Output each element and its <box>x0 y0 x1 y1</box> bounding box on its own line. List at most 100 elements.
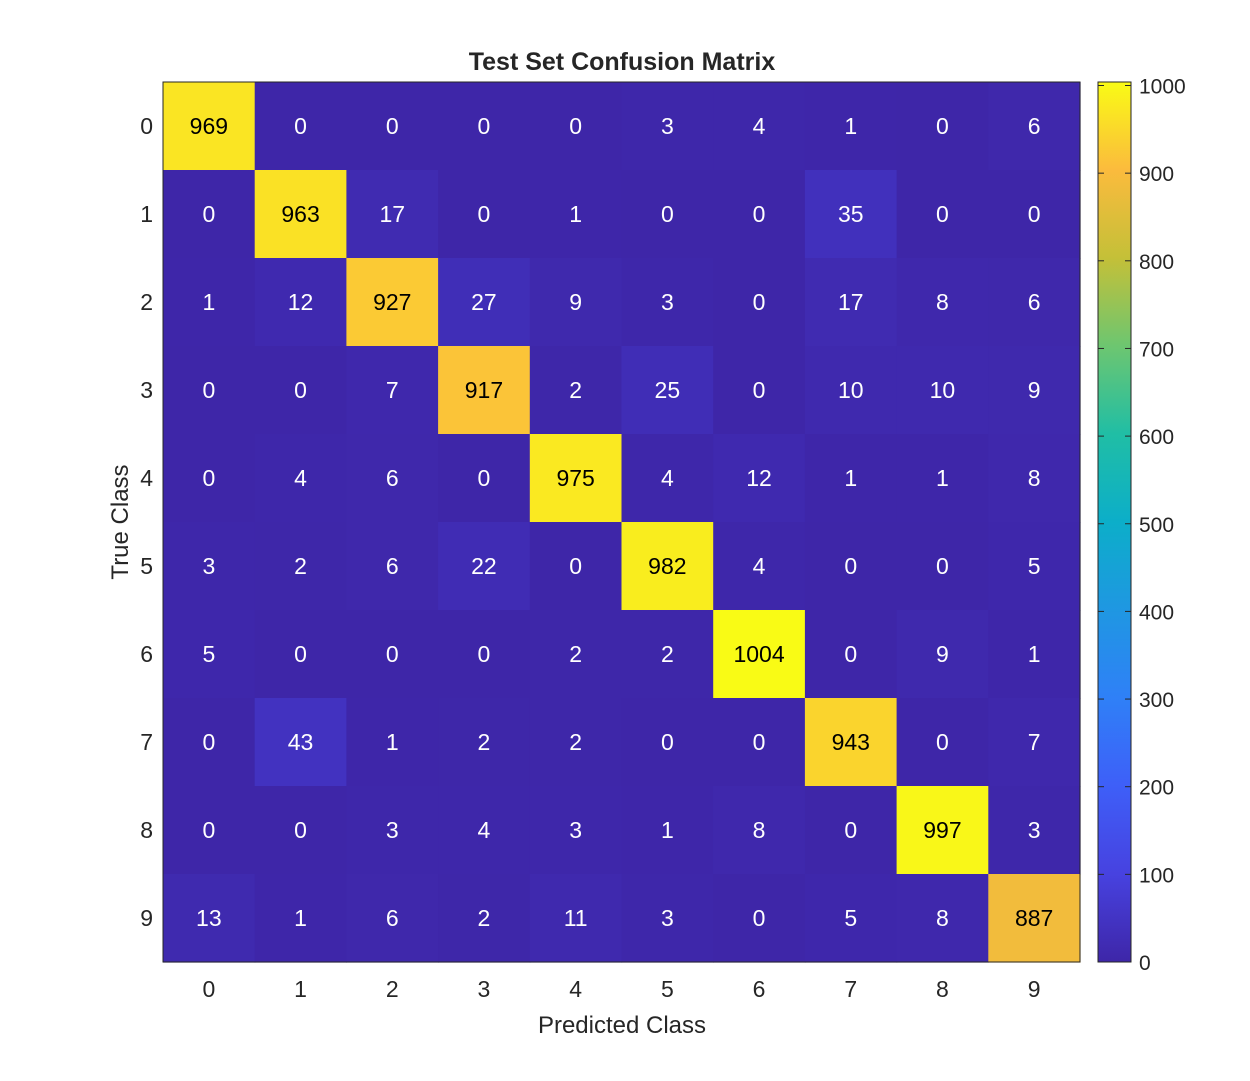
colorbar-tick-label: 300 <box>1139 689 1174 712</box>
y-tick-label: 6 <box>140 641 153 667</box>
heatmap-cell <box>804 82 898 171</box>
cell-value-label: 10 <box>930 377 956 403</box>
y-tick-label: 1 <box>140 201 153 227</box>
heatmap-cell <box>804 874 898 963</box>
cell-value-label: 9 <box>1028 377 1041 403</box>
cell-value-label: 0 <box>386 113 399 139</box>
heatmap-cell <box>438 610 531 699</box>
cell-value-label: 0 <box>753 729 766 755</box>
heatmap-cell <box>346 346 439 435</box>
heatmap-cell <box>804 258 898 347</box>
cell-value-label: 1 <box>844 465 857 491</box>
y-tick-label: 2 <box>140 289 153 315</box>
cell-value-label: 0 <box>569 113 582 139</box>
cell-value-label: 0 <box>478 465 491 491</box>
y-tick-label: 7 <box>140 729 153 755</box>
heatmap-cell <box>346 874 439 963</box>
heatmap-cell <box>163 522 256 611</box>
cell-value-label: 943 <box>832 729 870 755</box>
cell-value-label: 0 <box>202 817 215 843</box>
cell-value-label: 6 <box>1028 289 1041 315</box>
colorbar-tick-label: 700 <box>1139 338 1174 361</box>
cell-value-label: 997 <box>923 817 961 843</box>
cell-value-label: 0 <box>478 641 491 667</box>
cell-value-label: 3 <box>661 289 674 315</box>
colorbar-tick-label: 500 <box>1139 514 1174 537</box>
heatmap-cell <box>254 698 347 787</box>
heatmap-cell <box>163 434 256 523</box>
cell-value-label: 10 <box>838 377 864 403</box>
heatmap-cell <box>988 170 1081 259</box>
heatmap-cell <box>621 698 714 787</box>
heatmap-cell <box>988 522 1081 611</box>
cell-value-label: 8 <box>1028 465 1041 491</box>
heatmap-cell <box>438 874 531 963</box>
cell-value-label: 2 <box>569 377 582 403</box>
x-tick-label: 7 <box>844 976 857 1002</box>
x-tick-label: 5 <box>661 976 674 1002</box>
cell-value-label: 4 <box>294 465 307 491</box>
heatmap-cell <box>804 698 898 787</box>
heatmap-cell <box>346 522 439 611</box>
cell-value-label: 4 <box>478 817 491 843</box>
heatmap-cell-labels: 969 0 0 0 0 3 4 1 0 60 963 17 0 1 0 0 35 0 01 12 927 27 9 3 0 17 8… <box>190 113 1054 931</box>
cell-value-label: 8 <box>936 289 949 315</box>
heatmap-cell <box>438 786 531 875</box>
cell-value-label: 0 <box>569 553 582 579</box>
heatmap-cells <box>163 82 1081 963</box>
cell-value-label: 0 <box>661 201 674 227</box>
cell-value-label: 0 <box>753 201 766 227</box>
cell-value-label: 0 <box>844 641 857 667</box>
cell-value-label: 12 <box>288 289 314 315</box>
cell-value-label: 975 <box>556 465 594 491</box>
heatmap-cell <box>804 170 898 259</box>
cell-value-label: 6 <box>386 905 399 931</box>
heatmap-cell <box>988 434 1081 523</box>
cell-value-label: 0 <box>202 201 215 227</box>
y-tick-label: 4 <box>140 465 153 491</box>
heatmap-cell <box>896 434 989 523</box>
cell-value-label: 3 <box>661 905 674 931</box>
heatmap-cell <box>529 434 623 523</box>
x-tick-label: 4 <box>569 976 582 1002</box>
cell-value-label: 2 <box>294 553 307 579</box>
heatmap-cell <box>346 82 439 171</box>
cell-value-label: 1 <box>1028 641 1041 667</box>
heatmap-cell <box>713 258 806 347</box>
cell-value-label: 4 <box>753 553 766 579</box>
cell-value-label: 8 <box>753 817 766 843</box>
heatmap-cell <box>163 698 256 787</box>
chart-title: Test Set Confusion Matrix <box>469 48 776 76</box>
cell-value-label: 43 <box>288 729 314 755</box>
heatmap-cell <box>713 698 806 787</box>
heatmap-cell <box>438 346 531 435</box>
heatmap-cell <box>896 258 989 347</box>
cell-value-label: 6 <box>386 553 399 579</box>
heatmap-cell <box>621 434 714 523</box>
heatmap-cell <box>529 610 623 699</box>
heatmap-cell <box>254 170 347 259</box>
heatmap-cell <box>529 258 623 347</box>
cell-value-label: 2 <box>569 641 582 667</box>
cell-value-label: 3 <box>386 817 399 843</box>
cell-value-label: 5 <box>1028 553 1041 579</box>
cell-value-label: 0 <box>936 113 949 139</box>
heatmap-cell <box>163 610 256 699</box>
heatmap-cell <box>529 346 623 435</box>
colorbar-tick-label: 800 <box>1139 251 1174 274</box>
cell-value-label: 1 <box>661 817 674 843</box>
cell-value-label: 17 <box>838 289 864 315</box>
heatmap-cell <box>621 258 714 347</box>
cell-value-label: 0 <box>753 905 766 931</box>
colorbar-tick-label: 900 <box>1139 163 1174 186</box>
cell-value-label: 1 <box>294 905 307 931</box>
heatmap-cell <box>529 698 623 787</box>
cell-value-label: 13 <box>196 905 222 931</box>
cell-value-label: 0 <box>202 465 215 491</box>
cell-value-label: 6 <box>386 465 399 491</box>
cell-value-label: 0 <box>661 729 674 755</box>
x-tick-label: 8 <box>936 976 949 1002</box>
heatmap-cell <box>254 258 347 347</box>
colorbar-tick-label: 0 <box>1139 952 1151 975</box>
